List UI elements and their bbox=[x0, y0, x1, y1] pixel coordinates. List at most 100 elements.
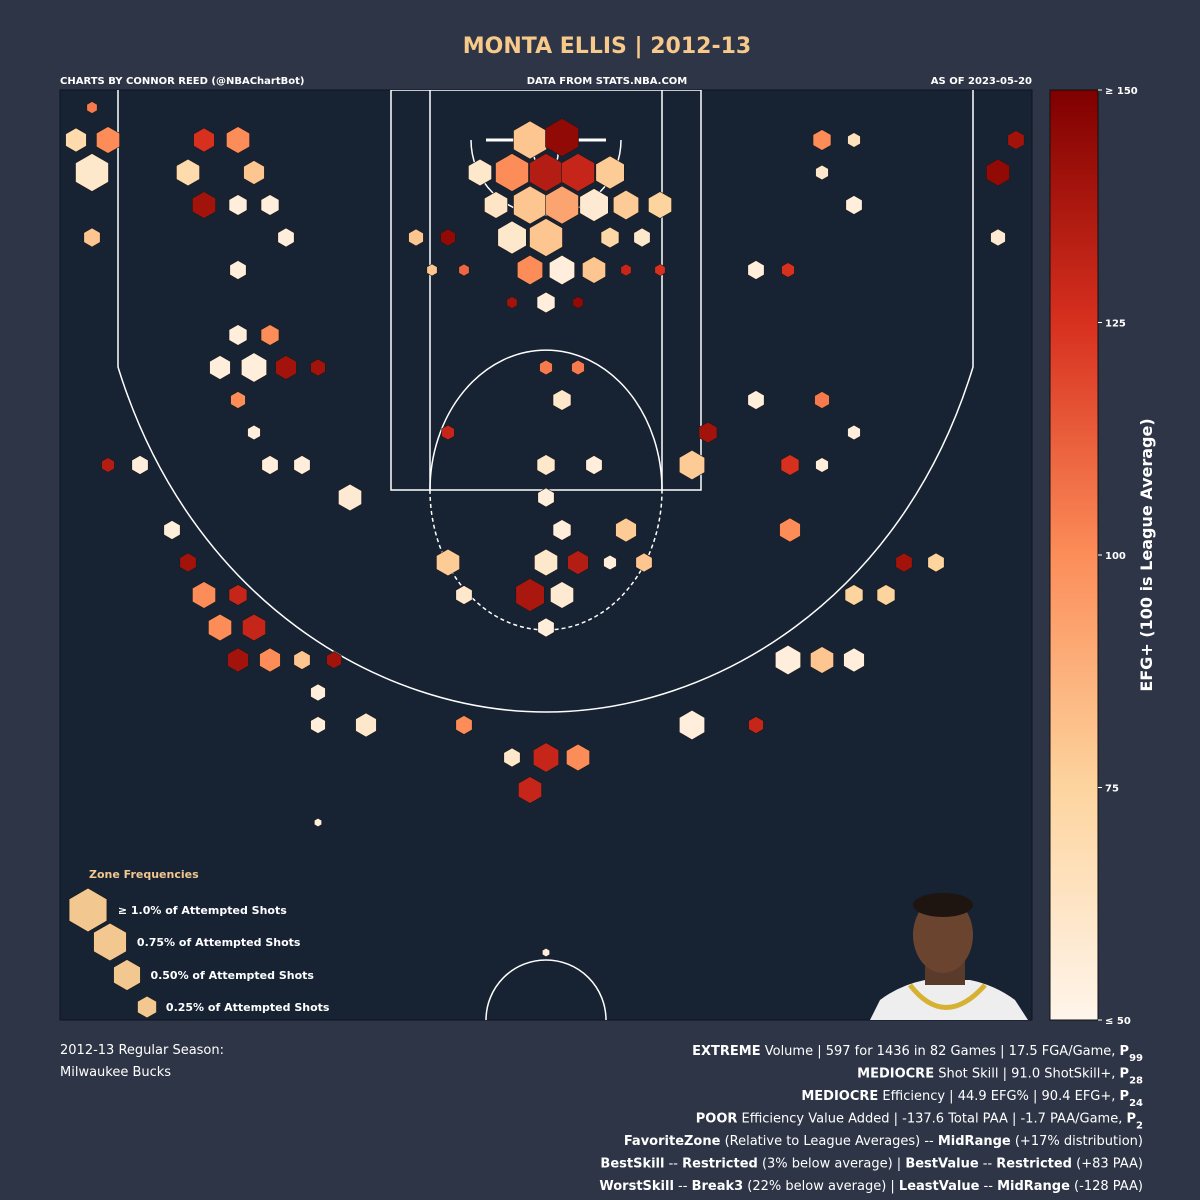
footer-segment: (Relative to League Averages) -- bbox=[720, 1134, 937, 1149]
hex bbox=[1007, 130, 1025, 150]
hex bbox=[275, 355, 297, 380]
footer-segment: Efficiency Value Added | -137.6 Total PA… bbox=[737, 1112, 1126, 1127]
three-point-line bbox=[117, 90, 974, 713]
hex bbox=[75, 153, 109, 192]
hex bbox=[293, 650, 311, 670]
hex bbox=[227, 647, 249, 673]
hex bbox=[310, 683, 326, 702]
footer-line: FavoriteZone (Relative to League Average… bbox=[624, 1134, 1143, 1149]
legend-hex bbox=[113, 959, 141, 991]
hex bbox=[567, 550, 589, 575]
hex bbox=[516, 254, 544, 286]
hex bbox=[163, 520, 181, 540]
hex bbox=[179, 552, 197, 573]
hex bbox=[572, 296, 584, 309]
footer-line: MEDIOCRE Shot Skill | 91.0 ShotSkill+, P… bbox=[857, 1067, 1143, 1087]
hex bbox=[774, 644, 802, 676]
hex bbox=[228, 194, 248, 216]
hex bbox=[131, 455, 149, 475]
hex bbox=[241, 352, 268, 383]
hex bbox=[781, 262, 795, 278]
footer-segment: -- bbox=[979, 1157, 997, 1172]
hex bbox=[615, 517, 637, 543]
hex bbox=[620, 263, 632, 277]
hex bbox=[436, 548, 460, 577]
hex bbox=[536, 291, 556, 314]
colorbar-label: EFG+ (100 is League Average) bbox=[1137, 418, 1156, 691]
hex bbox=[229, 260, 247, 280]
hex bbox=[815, 164, 829, 181]
footer-segment: Shot Skill | 91.0 ShotSkill+, bbox=[934, 1067, 1119, 1082]
hex bbox=[529, 218, 563, 257]
hex bbox=[927, 552, 945, 573]
footer-segment: MEDIOCRE bbox=[857, 1067, 934, 1082]
footer-segment: MidRange bbox=[938, 1134, 1011, 1149]
hex bbox=[83, 227, 101, 248]
hex bbox=[986, 158, 1010, 187]
hex bbox=[228, 584, 248, 606]
team: Milwaukee Bucks bbox=[60, 1065, 171, 1080]
hex bbox=[495, 153, 529, 192]
footer-segment: WorstSkill bbox=[599, 1179, 674, 1194]
hex bbox=[192, 191, 216, 219]
footer-segment: MEDIOCRE bbox=[801, 1089, 878, 1104]
hex bbox=[895, 552, 913, 573]
hex bbox=[600, 226, 620, 249]
hex bbox=[426, 263, 438, 277]
hex bbox=[844, 584, 864, 606]
legend-label: ≥ 1.0% of Attempted Shots bbox=[118, 904, 287, 917]
hex bbox=[515, 578, 545, 612]
hex bbox=[612, 189, 640, 221]
hex bbox=[355, 712, 377, 738]
hex bbox=[635, 552, 653, 573]
legend-hex bbox=[68, 887, 108, 933]
footer-line: BestSkill -- Restricted (3% below averag… bbox=[600, 1157, 1143, 1172]
hex bbox=[595, 155, 625, 190]
hex bbox=[990, 228, 1006, 247]
hex bbox=[310, 716, 326, 734]
hex bbox=[101, 457, 115, 473]
hex bbox=[566, 743, 590, 772]
hex bbox=[876, 584, 896, 606]
hex bbox=[65, 127, 87, 153]
hex bbox=[192, 581, 216, 609]
legend-label: 0.75% of Attempted Shots bbox=[137, 936, 301, 949]
hex bbox=[230, 391, 246, 409]
hex bbox=[455, 715, 473, 735]
hex bbox=[812, 129, 832, 151]
footer-segment: P bbox=[1127, 1112, 1137, 1127]
hex bbox=[585, 455, 603, 475]
colorbar-tick-label: 125 bbox=[1105, 319, 1126, 330]
hex bbox=[532, 742, 560, 773]
footer-segment: Restricted bbox=[996, 1157, 1072, 1172]
footer-segment: EXTREME bbox=[692, 1044, 760, 1059]
hex bbox=[698, 421, 718, 444]
hexes bbox=[65, 101, 1025, 958]
hex bbox=[678, 709, 706, 741]
footer-segment: POOR bbox=[696, 1112, 738, 1127]
hex bbox=[242, 613, 266, 642]
hex bbox=[310, 358, 326, 377]
hex bbox=[548, 254, 576, 286]
hex bbox=[518, 776, 542, 804]
hex bbox=[293, 455, 311, 475]
footer-segment: -- bbox=[979, 1179, 997, 1194]
hex bbox=[261, 455, 279, 475]
hex bbox=[550, 581, 574, 609]
hex bbox=[845, 195, 863, 215]
hex bbox=[541, 947, 551, 958]
hex bbox=[748, 716, 764, 734]
footer-segment: 28 bbox=[1129, 1075, 1143, 1086]
hex bbox=[243, 160, 265, 185]
hex bbox=[545, 185, 579, 225]
footer-segment: LeastValue bbox=[899, 1179, 980, 1194]
season: 2012-13 Regular Season: bbox=[60, 1043, 224, 1058]
as-of: AS OF 2023-05-20 bbox=[931, 76, 1032, 87]
colorbar-tick-label: ≤ 50 bbox=[1105, 1016, 1131, 1027]
footer-segment: Volume | 597 for 1436 in 82 Games | 17.5… bbox=[761, 1044, 1120, 1059]
footer-segment: Break3 bbox=[692, 1179, 744, 1194]
source: DATA FROM STATS.NBA.COM bbox=[527, 76, 688, 87]
hex bbox=[455, 585, 473, 605]
hex bbox=[537, 617, 555, 638]
